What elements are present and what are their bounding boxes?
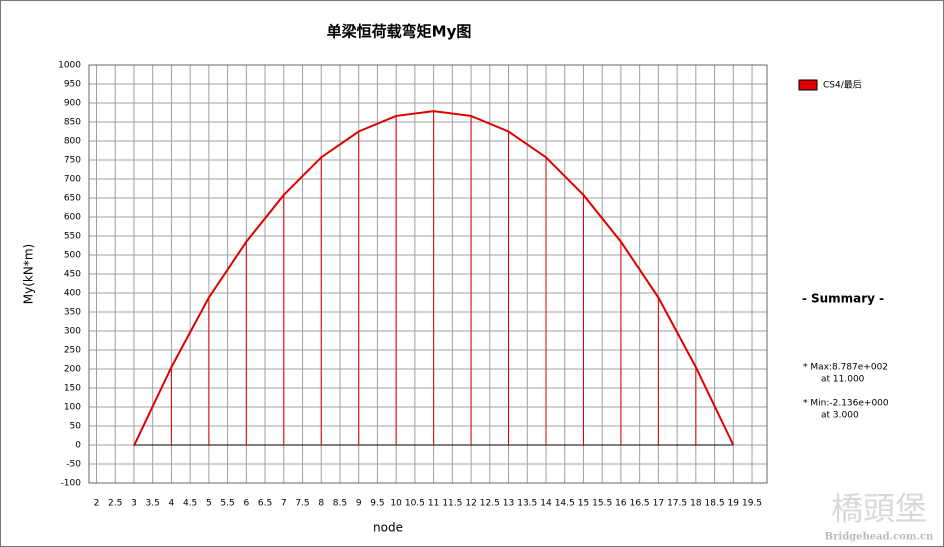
y-tick-label: 650 bbox=[64, 194, 81, 204]
x-tick-label: 3 bbox=[131, 499, 137, 509]
summary-min: * Min:-2.136e+000 bbox=[803, 399, 889, 409]
x-tick-label: 7.5 bbox=[295, 499, 309, 509]
series-line bbox=[133, 110, 735, 447]
y-tick-label: 350 bbox=[64, 308, 81, 318]
y-tick-label: 200 bbox=[64, 365, 81, 375]
x-tick-label: 13.5 bbox=[517, 499, 537, 509]
x-tick-label: 17 bbox=[653, 499, 664, 509]
x-tick-label: 8.5 bbox=[333, 499, 347, 509]
y-tick-label: 100 bbox=[64, 403, 81, 413]
x-tick-label: 14.5 bbox=[555, 499, 575, 509]
summary-min-at: at 3.000 bbox=[821, 411, 859, 421]
x-tick-label: 18 bbox=[690, 499, 702, 509]
y-tick-label: 800 bbox=[64, 137, 81, 147]
x-tick-label: 6 bbox=[243, 499, 249, 509]
x-tick-label: 3.5 bbox=[146, 499, 160, 509]
y-tick-label: 300 bbox=[64, 327, 81, 337]
x-tick-label: 4.5 bbox=[183, 499, 197, 509]
x-tick-label: 5.5 bbox=[220, 499, 234, 509]
x-tick-label: 18.5 bbox=[705, 499, 725, 509]
y-tick-label: 850 bbox=[64, 118, 81, 128]
x-tick-label: 12.5 bbox=[480, 499, 500, 509]
y-tick-label: 550 bbox=[64, 232, 81, 242]
x-tick-label: 11 bbox=[428, 499, 439, 509]
y-tick-label: 900 bbox=[64, 99, 81, 109]
x-axis-label: node bbox=[373, 521, 403, 535]
x-tick-label: 12 bbox=[465, 499, 476, 509]
x-tick-label: 13 bbox=[503, 499, 514, 509]
y-tick-label: 450 bbox=[64, 270, 81, 280]
x-tick-label: 19.5 bbox=[742, 499, 762, 509]
x-tick-label: 8 bbox=[318, 499, 324, 509]
y-tick-label: 250 bbox=[64, 346, 81, 356]
summary-max-at: at 11.000 bbox=[821, 375, 865, 385]
x-tick-label: 7 bbox=[281, 499, 287, 509]
legend-swatch bbox=[798, 79, 818, 91]
chart-title: 单梁恒荷载弯矩My图 bbox=[327, 23, 472, 41]
x-tick-label: 10 bbox=[390, 499, 402, 509]
y-tick-label: 500 bbox=[64, 251, 81, 261]
y-tick-label: -50 bbox=[66, 460, 81, 470]
x-tick-label: 15 bbox=[578, 499, 589, 509]
x-tick-label: 6.5 bbox=[258, 499, 272, 509]
x-tick-label: 5 bbox=[206, 499, 212, 509]
x-tick-label: 9.5 bbox=[370, 499, 384, 509]
x-tick-label: 14 bbox=[540, 499, 552, 509]
x-tick-label: 16 bbox=[615, 499, 627, 509]
y-tick-label: 950 bbox=[64, 80, 81, 90]
x-tick-label: 17.5 bbox=[667, 499, 687, 509]
watermark-site: Bridgehead.com.cn bbox=[825, 532, 934, 543]
y-axis-label: My(kN*m) bbox=[22, 244, 36, 304]
y-tick-label: 0 bbox=[75, 441, 81, 451]
y-tick-label: 750 bbox=[64, 156, 81, 166]
y-tick-label: -100 bbox=[61, 479, 82, 489]
y-tick-label: 150 bbox=[64, 384, 81, 394]
x-tick-label: 2 bbox=[94, 499, 100, 509]
watermark-logo: 橋頭堡 bbox=[831, 490, 927, 528]
x-tick-label: 15.5 bbox=[592, 499, 612, 509]
y-tick-label: 50 bbox=[70, 422, 82, 432]
y-tick-label: 1000 bbox=[58, 61, 81, 71]
x-tick-label: 4 bbox=[169, 499, 175, 509]
legend-label: CS4/最后 bbox=[823, 80, 862, 91]
y-tick-label: 400 bbox=[64, 289, 81, 299]
x-tick-label: 16.5 bbox=[630, 499, 650, 509]
plot-frame bbox=[88, 64, 768, 484]
x-tick-label: 9 bbox=[356, 499, 362, 509]
summary-max: * Max:8.787e+002 bbox=[803, 363, 888, 373]
x-tick-label: 2.5 bbox=[108, 499, 122, 509]
y-tick-label: 700 bbox=[64, 175, 81, 185]
x-tick-label: 11.5 bbox=[442, 499, 462, 509]
x-tick-label: 10.5 bbox=[405, 499, 425, 509]
summary-title: - Summary - bbox=[802, 292, 884, 306]
x-tick-label: 19 bbox=[728, 499, 740, 509]
y-tick-label: 600 bbox=[64, 213, 81, 223]
